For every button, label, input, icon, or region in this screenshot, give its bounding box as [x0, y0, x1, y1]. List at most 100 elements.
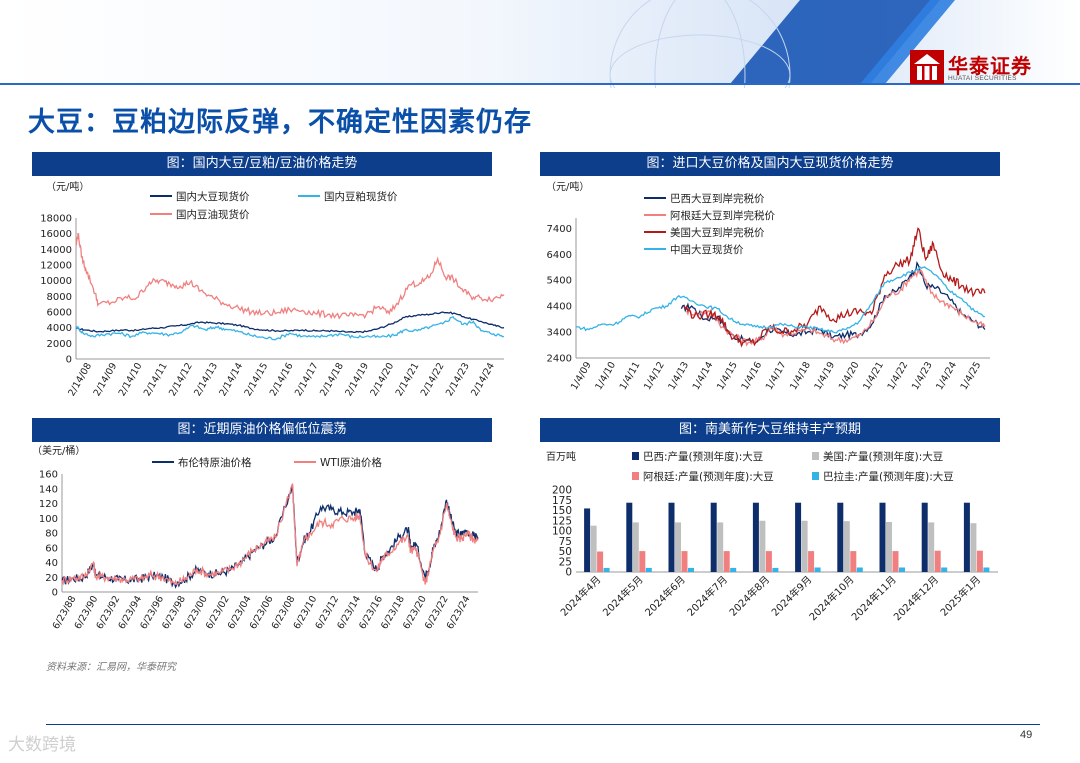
chart-domestic-prices: （元/吨） 0 2000 4000 6000 8000 10000 12000 14000 160… — [40, 180, 505, 398]
x-tick-label: 2024年4月 — [558, 573, 604, 619]
bar — [976, 550, 983, 572]
bar — [970, 523, 977, 572]
y-tick-label: 0 — [565, 567, 572, 579]
bar — [837, 502, 844, 572]
y-tick-label: 3400 — [547, 328, 572, 339]
unit-label: 百万吨 — [546, 450, 576, 463]
x-tick-label: 1/4/15 — [715, 360, 740, 392]
y-tick-label: 6400 — [547, 250, 572, 261]
x-tick-label: 1/4/13 — [666, 360, 691, 392]
bar — [814, 567, 821, 572]
bar — [590, 525, 597, 572]
legend-label: 美国大豆到岸完税价 — [670, 226, 765, 239]
legend-swatch — [632, 472, 639, 480]
series-line — [75, 311, 505, 334]
x-tick-label: 2/14/09 — [92, 361, 120, 398]
x-tick-label: 1/4/18 — [788, 360, 813, 392]
bar — [928, 522, 935, 572]
x-tick-label: 2024年5月 — [600, 573, 646, 619]
bar — [632, 522, 639, 572]
bar — [892, 551, 899, 572]
x-tick-label: 2/14/13 — [192, 361, 220, 398]
series-line — [61, 484, 479, 589]
x-tick-label: 1/4/25 — [959, 360, 984, 392]
legend-label: 阿根廷大豆到岸完税价 — [670, 209, 775, 222]
bar — [921, 502, 928, 572]
x-tick-label: 2024年9月 — [769, 573, 815, 619]
y-tick-label: 8000 — [47, 292, 72, 303]
legend-swatch — [812, 472, 819, 480]
bar — [681, 551, 688, 572]
bar — [730, 567, 737, 572]
page-header: 华泰证券 HUATAI SECURITIES — [0, 0, 1080, 88]
panel-heading: 图：进口大豆价格及国内大豆现货价格走势 — [540, 152, 1000, 176]
bar — [603, 567, 610, 572]
y-tick-label: 160 — [39, 470, 58, 481]
legend-swatch — [632, 452, 639, 460]
y-tick-label: 0 — [66, 355, 72, 366]
x-tick-label: 2/14/19 — [343, 361, 371, 398]
x-tick-label: 2/14/16 — [268, 361, 296, 398]
bar — [808, 551, 815, 572]
unit-label: （美元/桶） — [32, 444, 85, 457]
watermark-text: 大数跨境 — [8, 735, 76, 755]
y-tick-label: 10000 — [40, 276, 72, 287]
y-tick-label: 200 — [552, 485, 572, 497]
x-tick-label: 2/14/15 — [243, 361, 271, 398]
x-tick-label: 1/4/19 — [812, 360, 837, 392]
page-number: 49 — [1020, 729, 1033, 741]
bar — [899, 567, 905, 572]
x-tick-label: 1/4/10 — [593, 360, 618, 392]
legend-label: 国内豆粕现货价 — [324, 190, 398, 203]
bar — [645, 567, 652, 572]
y-tick-label: 125 — [552, 515, 572, 527]
y-tick-label: 75 — [559, 536, 572, 548]
panel-south-america-output: 图：南美新作大豆维持丰产预期 百万吨 0 25 50 75 100 125 150 175 200… — [540, 418, 1000, 648]
bar — [801, 520, 808, 572]
bar — [941, 567, 948, 572]
x-tick-label: 1/4/12 — [642, 360, 667, 392]
y-tick-label: 60 — [45, 543, 58, 554]
bar — [675, 522, 681, 572]
x-tick-label: 2/14/24 — [469, 361, 497, 398]
x-tick-label: 2/14/18 — [318, 361, 346, 398]
x-tick-label: 2/14/14 — [217, 361, 245, 398]
y-tick-label: 6000 — [47, 308, 72, 319]
chart-soy-output: 百万吨02550751001251501752002024年4月2024年5月2… — [546, 450, 998, 623]
x-tick-label: 2024年8月 — [726, 573, 772, 619]
x-tick-label: 1/4/14 — [691, 360, 716, 392]
y-tick-label: 100 — [39, 514, 58, 525]
y-tick-label: 20 — [45, 573, 58, 584]
legend-label: 布伦特原油价格 — [178, 456, 252, 469]
x-tick-label: 2/14/17 — [293, 361, 321, 398]
x-tick-label: 2/14/21 — [394, 361, 422, 398]
unit-label: （元/吨） — [46, 180, 89, 193]
y-tick-label: 12000 — [40, 261, 72, 272]
legend-label: 巴西大豆到岸完税价 — [670, 192, 765, 205]
y-tick-label: 4400 — [547, 302, 572, 313]
legend-label: 国内豆油现货价 — [176, 208, 250, 221]
legend-label: 阿根廷:产量(预测年度):大豆 — [643, 470, 774, 483]
x-tick-label: 2/14/08 — [66, 361, 94, 398]
bar — [668, 502, 675, 572]
x-tick-label: 1/4/20 — [837, 360, 862, 392]
bar — [886, 521, 892, 572]
x-tick-label: 1/4/17 — [764, 360, 789, 392]
y-tick-label: 7400 — [547, 224, 572, 235]
y-tick-label: 40 — [45, 558, 58, 569]
y-tick-label: 4000 — [47, 323, 72, 334]
y-tick-label: 5400 — [547, 276, 572, 287]
y-tick-label: 18000 — [40, 214, 72, 225]
logo-subtext: HUATAI SECURITIES — [948, 75, 1017, 82]
bar — [856, 567, 863, 572]
y-tick-label: 120 — [39, 499, 58, 510]
page-title: 大豆：豆粕边际反弹，不确定性因素仍存 — [28, 107, 532, 138]
bar — [879, 502, 886, 572]
bar — [983, 567, 990, 572]
x-tick-label: 1/4/23 — [910, 360, 935, 392]
y-tick-label: 140 — [39, 484, 58, 495]
x-tick-label: 2/14/11 — [142, 361, 170, 398]
x-tick-label: 2/14/22 — [419, 361, 447, 398]
bar — [850, 551, 857, 572]
